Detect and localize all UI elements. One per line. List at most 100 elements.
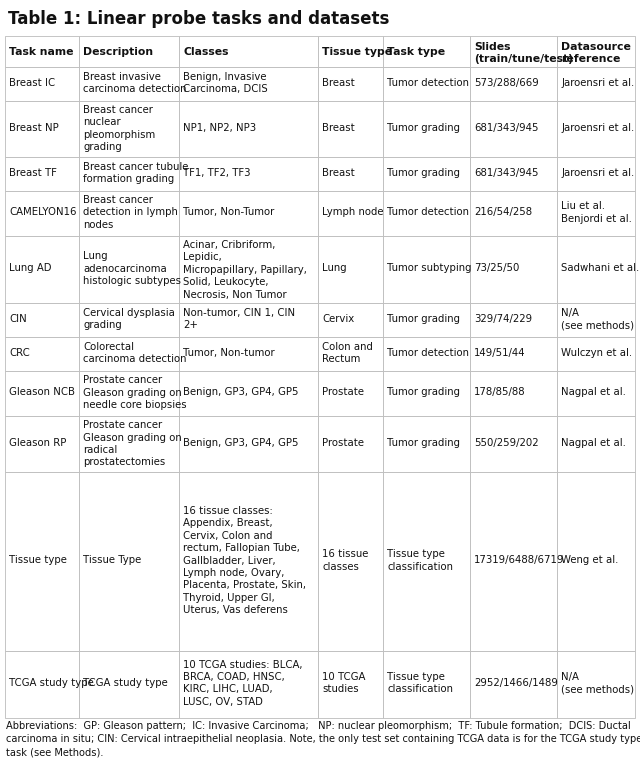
Bar <box>79 67 179 101</box>
Bar <box>318 101 383 157</box>
Text: Gleason NCB: Gleason NCB <box>9 388 75 398</box>
Text: Lung AD: Lung AD <box>9 263 51 274</box>
Bar <box>470 101 557 157</box>
Text: Breast: Breast <box>323 168 355 178</box>
Text: Breast invasive
carcinoma detection: Breast invasive carcinoma detection <box>83 71 187 94</box>
Bar <box>470 650 557 718</box>
Bar <box>318 157 383 191</box>
Bar <box>179 371 318 416</box>
Bar <box>5 472 79 650</box>
Bar <box>79 191 179 236</box>
Text: Breast: Breast <box>323 123 355 133</box>
Text: TCGA study type: TCGA study type <box>83 678 168 688</box>
Bar <box>79 157 179 191</box>
Text: Tumor, Non-tumor: Tumor, Non-tumor <box>184 348 275 358</box>
Text: Nagpal et al.: Nagpal et al. <box>561 438 627 448</box>
Text: Benign, GP3, GP4, GP5: Benign, GP3, GP4, GP5 <box>184 388 299 398</box>
Bar <box>179 337 318 371</box>
Text: Tumor detection: Tumor detection <box>387 348 469 358</box>
Text: NP1, NP2, NP3: NP1, NP2, NP3 <box>184 123 257 133</box>
Bar <box>557 416 635 472</box>
Bar <box>470 371 557 416</box>
Text: Lung: Lung <box>323 263 347 274</box>
Bar <box>557 650 635 718</box>
Bar <box>557 472 635 650</box>
Text: TF1, TF2, TF3: TF1, TF2, TF3 <box>184 168 251 178</box>
Bar <box>179 236 318 303</box>
Text: Jaroensri et al.: Jaroensri et al. <box>561 168 635 178</box>
Text: Colorectal
carcinoma detection: Colorectal carcinoma detection <box>83 342 187 364</box>
Bar <box>179 416 318 472</box>
Text: Tumor subtyping: Tumor subtyping <box>387 263 472 274</box>
Text: Sadwhani et al.: Sadwhani et al. <box>561 263 640 274</box>
Text: Acinar, Cribriform,
Lepidic,
Micropapillary, Papillary,
Solid, Leukocyte,
Necros: Acinar, Cribriform, Lepidic, Micropapill… <box>184 240 307 300</box>
Bar <box>79 371 179 416</box>
Bar <box>383 416 470 472</box>
Text: Colon and
Rectum: Colon and Rectum <box>323 342 373 364</box>
Text: 73/25/50: 73/25/50 <box>474 263 520 274</box>
Bar <box>5 650 79 718</box>
Bar <box>5 303 79 337</box>
Text: CRC: CRC <box>9 348 29 358</box>
Text: Weng et al.: Weng et al. <box>561 556 619 566</box>
Text: Prostate: Prostate <box>323 388 364 398</box>
Bar <box>557 157 635 191</box>
Bar <box>179 303 318 337</box>
Text: 10 TCGA studies: BLCA,
BRCA, COAD, HNSC,
KIRC, LIHC, LUAD,
LUSC, OV, STAD: 10 TCGA studies: BLCA, BRCA, COAD, HNSC,… <box>184 660 303 707</box>
Bar <box>383 337 470 371</box>
Bar <box>179 36 318 67</box>
Text: Breast IC: Breast IC <box>9 78 55 88</box>
Bar <box>179 191 318 236</box>
Bar <box>383 371 470 416</box>
Text: Classes: Classes <box>184 47 229 57</box>
Bar <box>318 67 383 101</box>
Text: 573/288/669: 573/288/669 <box>474 78 539 88</box>
Text: Jaroensri et al.: Jaroensri et al. <box>561 78 635 88</box>
Text: 17319/6488/6719: 17319/6488/6719 <box>474 556 564 566</box>
Text: Tumor grading: Tumor grading <box>387 438 460 448</box>
Text: Datasource
reference: Datasource reference <box>561 42 631 64</box>
Text: Benign, Invasive
Carcinoma, DCIS: Benign, Invasive Carcinoma, DCIS <box>184 71 268 94</box>
Bar <box>179 101 318 157</box>
Bar <box>79 337 179 371</box>
Bar <box>79 236 179 303</box>
Text: Tumor grading: Tumor grading <box>387 388 460 398</box>
Bar <box>318 36 383 67</box>
Text: Tissue Type: Tissue Type <box>83 556 141 566</box>
Bar <box>179 650 318 718</box>
Text: Cervical dysplasia
grading: Cervical dysplasia grading <box>83 308 175 330</box>
Bar <box>557 101 635 157</box>
Text: Breast cancer tubule
formation grading: Breast cancer tubule formation grading <box>83 162 189 184</box>
Text: 149/51/44: 149/51/44 <box>474 348 526 358</box>
Text: Prostate cancer
Gleason grading on
needle core biopsies: Prostate cancer Gleason grading on needl… <box>83 375 187 410</box>
Text: Tumor grading: Tumor grading <box>387 314 460 324</box>
Bar <box>557 303 635 337</box>
Bar <box>318 337 383 371</box>
Text: Tumor, Non-Tumor: Tumor, Non-Tumor <box>184 207 275 218</box>
Text: N/A
(see methods): N/A (see methods) <box>561 308 635 330</box>
Bar <box>470 36 557 67</box>
Text: Slides
(train/tune/test): Slides (train/tune/test) <box>474 42 573 64</box>
Bar <box>557 236 635 303</box>
Text: N/A
(see methods): N/A (see methods) <box>561 672 635 695</box>
Text: 16 tissue classes:
Appendix, Breast,
Cervix, Colon and
rectum, Fallopian Tube,
G: 16 tissue classes: Appendix, Breast, Cer… <box>184 506 307 615</box>
Bar <box>470 157 557 191</box>
Bar <box>470 303 557 337</box>
Text: Tissue type
classification: Tissue type classification <box>387 549 453 572</box>
Text: Breast cancer
nuclear
pleomorphism
grading: Breast cancer nuclear pleomorphism gradi… <box>83 105 156 152</box>
Text: Table 1: Linear probe tasks and datasets: Table 1: Linear probe tasks and datasets <box>8 10 389 28</box>
Bar <box>470 191 557 236</box>
Text: Tumor grading: Tumor grading <box>387 168 460 178</box>
Text: 10 TCGA
studies: 10 TCGA studies <box>323 672 365 695</box>
Text: 216/54/258: 216/54/258 <box>474 207 532 218</box>
Bar <box>383 650 470 718</box>
Text: Tissue type
classification: Tissue type classification <box>387 672 453 695</box>
Text: Liu et al.
Benjordi et al.: Liu et al. Benjordi et al. <box>561 201 632 224</box>
Bar <box>470 337 557 371</box>
Bar <box>79 472 179 650</box>
Bar <box>318 472 383 650</box>
Text: Non-tumor, CIN 1, CIN
2+: Non-tumor, CIN 1, CIN 2+ <box>184 308 296 330</box>
Text: Tissue type: Tissue type <box>323 47 392 57</box>
Text: 329/74/229: 329/74/229 <box>474 314 532 324</box>
Bar <box>383 303 470 337</box>
